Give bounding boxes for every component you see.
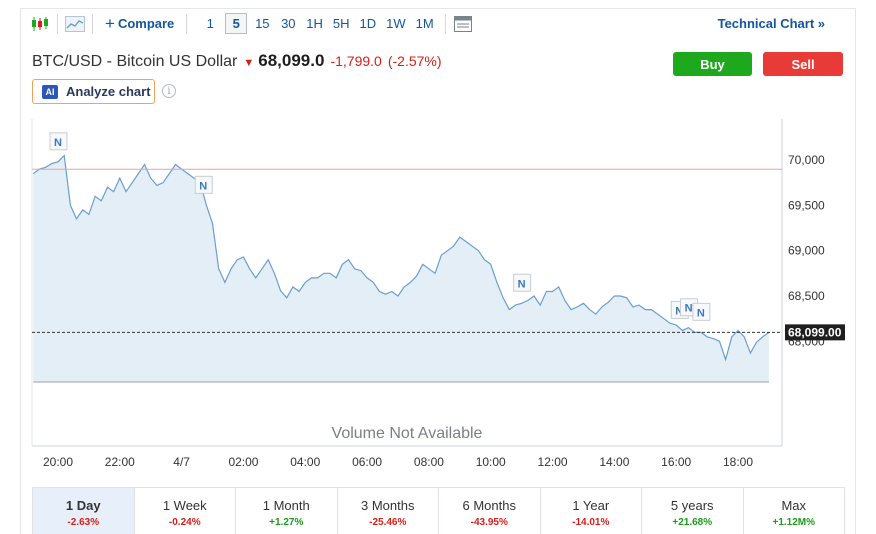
x-tick-label: 02:00 [228,455,258,469]
chart-toolbar: + Compare 1 5 15 30 1H 5H 1D 1W 1M Techn… [21,9,855,38]
news-marker-label: N [54,137,62,149]
interval-1w[interactable]: 1W [386,16,406,31]
timeframe-label: 1 Month [262,498,310,513]
last-price: 68,099.0 [258,51,325,70]
interval-1d[interactable]: 1D [359,16,377,31]
timeframe-5-years[interactable]: 5 years +21.68% [642,488,744,534]
chart-widget: + Compare 1 5 15 30 1H 5H 1D 1W 1M Techn… [20,8,856,534]
x-tick-label: 10:00 [476,455,506,469]
interval-5[interactable]: 5 [225,13,248,34]
volume-not-available: Volume Not Available [332,425,483,442]
toolbar-divider [57,13,58,34]
performance-timeframes: 1 Day -2.63% 1 Week -0.24% 1 Month +1.27% 3 Mo… [32,487,845,534]
timeframe-1-week[interactable]: 1 Week -0.24% [135,488,236,534]
price-change: -1,799.0 [330,53,382,69]
sell-button[interactable]: Sell [763,52,843,76]
x-tick-label: 06:00 [352,455,382,469]
last-price-label-bg [785,324,845,341]
timeframe-change: -2.63% [67,517,100,528]
instrument-title: BTC/USD - Bitcoin US Dollar [32,53,238,70]
plus-icon: + [105,13,115,33]
x-tick-label: 18:00 [723,455,753,469]
news-marker-icon[interactable] [49,132,68,151]
arrow-down-icon: ▼ [243,57,255,69]
timeframe-change: +1.12M% [772,517,816,528]
news-marker-label: N [199,180,207,192]
y-tick-label: 69,000 [788,244,825,258]
interval-30[interactable]: 30 [281,16,296,31]
y-tick-label: 69,500 [788,198,825,212]
timeframe-1-year[interactable]: 1 Year -14.01% [541,488,642,534]
timeframe-1-day[interactable]: 1 Day -2.63% [33,488,135,534]
interval-selector: 1 5 15 30 1H 5H 1D 1W 1M [197,13,438,34]
price-area-fill [33,155,769,382]
price-change-percent: (-2.57%) [387,53,442,69]
interval-1[interactable]: 1 [206,16,214,31]
timeframe-change: -0.24% [168,517,201,528]
timeframe-label: 1 Week [162,498,207,513]
toolbar-divider [444,13,446,34]
area-chart-icon[interactable] [64,13,86,34]
x-tick-label: 22:00 [105,455,135,469]
timeframe-change: +1.27% [269,517,304,528]
x-tick-label: 08:00 [414,455,444,469]
news-marker-icon[interactable] [194,175,213,194]
timeframe-1-month[interactable]: 1 Month +1.27% [236,488,338,534]
compare-button[interactable]: + Compare [105,13,174,34]
info-icon[interactable]: i [162,84,176,98]
layout-icon[interactable] [452,13,474,34]
timeframe-6-months[interactable]: 6 Months -43.95% [439,488,541,534]
interval-15[interactable]: 15 [255,16,270,31]
analyze-chart-label: Analyze chart [66,84,151,99]
price-line [32,154,770,362]
interval-1h[interactable]: 1H [306,16,323,31]
news-marker-label: N [685,303,693,315]
timeframe-label: 6 Months [462,498,516,513]
timeframe-label: Max [781,498,807,513]
timeframe-label: 1 Year [572,498,610,513]
timeframe-change: +21.68% [672,517,713,528]
timeframe-change: -43.95% [470,517,508,528]
timeframe-label: 3 Months [361,498,415,513]
last-price-label: 68,099.00 [788,325,842,339]
x-tick-label: 4/7 [173,455,190,469]
timeframe-3-months[interactable]: 3 Months -25.46% [338,488,439,534]
interval-1m[interactable]: 1M [415,16,434,31]
x-tick-label: 04:00 [290,455,320,469]
y-tick-label: 70,000 [788,153,825,167]
news-marker-label: N [518,278,526,290]
x-tick-label: 16:00 [661,455,691,469]
y-tick-label: 68,500 [788,289,825,303]
news-marker-label: N [697,307,705,319]
compare-label: Compare [117,16,175,31]
news-marker-icon[interactable] [513,273,532,292]
news-marker-label: N [675,305,683,317]
timeframe-change: -25.46% [369,517,407,528]
buy-button[interactable]: Buy [673,52,752,76]
news-marker-icon[interactable] [692,302,711,321]
interval-5h[interactable]: 5H [332,16,350,31]
candlestick-icon[interactable] [29,13,51,34]
timeframe-max[interactable]: Max +1.12M% [744,488,845,534]
instrument-header: BTC/USD - Bitcoin US Dollar ▼ 68,099.0 -… [32,51,442,71]
ai-icon: AI [42,84,58,99]
x-tick-label: 20:00 [43,455,73,469]
timeframe-label: 5 years [670,498,714,513]
toolbar-divider [186,13,188,34]
x-tick-label: 12:00 [538,455,568,469]
toolbar-divider [92,13,93,34]
analyze-chart-button[interactable]: AI Analyze chart [32,79,155,104]
x-tick-label: 14:00 [599,455,629,469]
price-chart[interactable]: Investing.com70,00069,50069,00068,50068,… [21,9,855,479]
timeframe-change: -14.01% [572,517,610,528]
technical-chart-link[interactable]: Technical Chart » [717,16,825,31]
timeframe-label: 1 Day [65,498,101,513]
